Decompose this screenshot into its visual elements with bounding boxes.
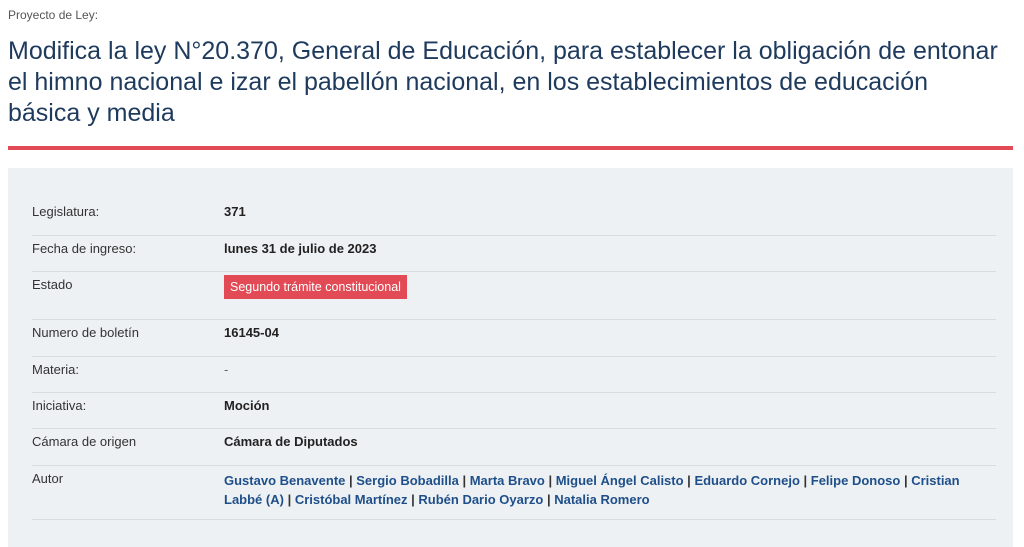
author-separator: | [458,473,470,488]
author-separator: | [683,473,695,488]
iniciativa-label: Iniciativa: [32,398,87,413]
row-materia: Materia: - [32,360,996,393]
camara-value: Cámara de Diputados [224,434,358,449]
row-legislatura: Legislatura: 371 [32,202,996,236]
status-badge: Segundo trámite constitucional [224,275,407,299]
eyebrow-label: Proyecto de Ley: [8,8,99,22]
author-separator: | [407,492,419,507]
author-link[interactable]: Sergio Bobadilla [356,473,459,488]
author-separator: | [543,492,555,507]
author-link[interactable]: Gustavo Benavente [224,473,346,488]
camara-label: Cámara de origen [32,434,137,449]
author-separator: | [345,473,357,488]
row-estado: Estado Segundo trámite constitucional [32,275,996,320]
page-title: Modifica la ley N°20.370, General de Edu… [8,37,998,127]
author-link[interactable]: Miguel Ángel Calisto [555,473,684,488]
row-iniciativa: Iniciativa: Moción [32,396,996,429]
legislatura-value: 371 [224,204,246,219]
author-link[interactable]: Cristóbal Martínez [294,492,408,507]
materia-value: - [224,362,229,377]
estado-label: Estado [32,277,73,292]
author-link[interactable]: Marta Bravo [469,473,545,488]
row-autor: Autor Gustavo Benavente | Sergio Bobadil… [32,469,996,520]
legislatura-label: Legislatura: [32,204,100,219]
author-link[interactable]: Natalia Romero [554,492,650,507]
iniciativa-value: Moción [224,398,270,413]
author-separator: | [283,492,295,507]
materia-label: Materia: [32,362,79,377]
boletin-label: Numero de boletín [32,325,139,340]
row-boletin: Numero de boletín 16145-04 [32,323,996,357]
title-divider [8,146,1013,150]
author-separator: | [799,473,811,488]
author-separator: | [900,473,912,488]
row-fecha: Fecha de ingreso: lunes 31 de julio de 2… [32,239,996,272]
autor-label: Autor [32,471,64,486]
details-panel: Legislatura: 371 Fecha de ingreso: lunes… [8,168,1013,547]
author-separator: | [544,473,556,488]
fecha-value: lunes 31 de julio de 2023 [224,241,377,256]
fecha-label: Fecha de ingreso: [32,241,137,256]
author-link[interactable]: Rubén Dario Oyarzo [418,492,544,507]
author-link[interactable]: Felipe Donoso [810,473,901,488]
author-link[interactable]: Eduardo Cornejo [694,473,800,488]
boletin-value: 16145-04 [224,325,279,340]
author-list: Gustavo Benavente | Sergio Bobadilla | M… [224,469,996,509]
row-camara: Cámara de origen Cámara de Diputados [32,432,996,466]
author-link[interactable]: Cristian Labbé (A) [224,473,960,507]
